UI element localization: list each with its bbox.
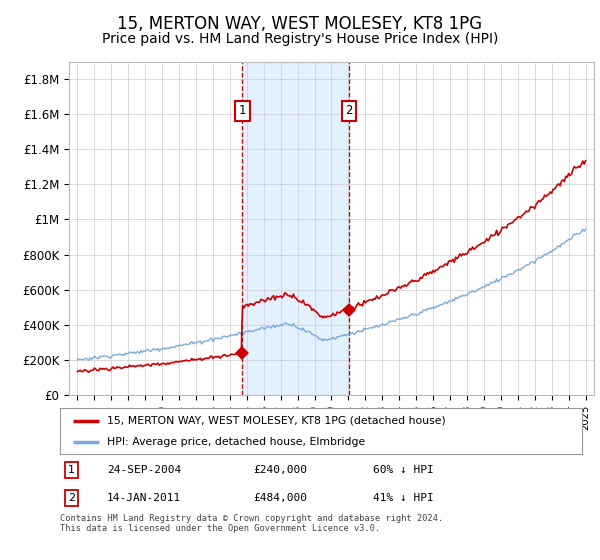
- Text: 14-JAN-2011: 14-JAN-2011: [107, 493, 181, 503]
- Text: 15, MERTON WAY, WEST MOLESEY, KT8 1PG (detached house): 15, MERTON WAY, WEST MOLESEY, KT8 1PG (d…: [107, 416, 446, 426]
- Text: £484,000: £484,000: [253, 493, 307, 503]
- Text: 41% ↓ HPI: 41% ↓ HPI: [373, 493, 434, 503]
- Text: £240,000: £240,000: [253, 465, 307, 475]
- Text: 15, MERTON WAY, WEST MOLESEY, KT8 1PG: 15, MERTON WAY, WEST MOLESEY, KT8 1PG: [118, 15, 482, 33]
- Text: Contains HM Land Registry data © Crown copyright and database right 2024.
This d: Contains HM Land Registry data © Crown c…: [60, 514, 443, 534]
- Text: 60% ↓ HPI: 60% ↓ HPI: [373, 465, 434, 475]
- Text: 1: 1: [238, 104, 246, 117]
- Text: Price paid vs. HM Land Registry's House Price Index (HPI): Price paid vs. HM Land Registry's House …: [102, 32, 498, 46]
- Text: 24-SEP-2004: 24-SEP-2004: [107, 465, 181, 475]
- Text: HPI: Average price, detached house, Elmbridge: HPI: Average price, detached house, Elmb…: [107, 437, 365, 447]
- Bar: [242, 62, 349, 395]
- Text: 2: 2: [68, 493, 75, 503]
- Text: 1: 1: [68, 465, 75, 475]
- Text: 2: 2: [346, 104, 353, 117]
